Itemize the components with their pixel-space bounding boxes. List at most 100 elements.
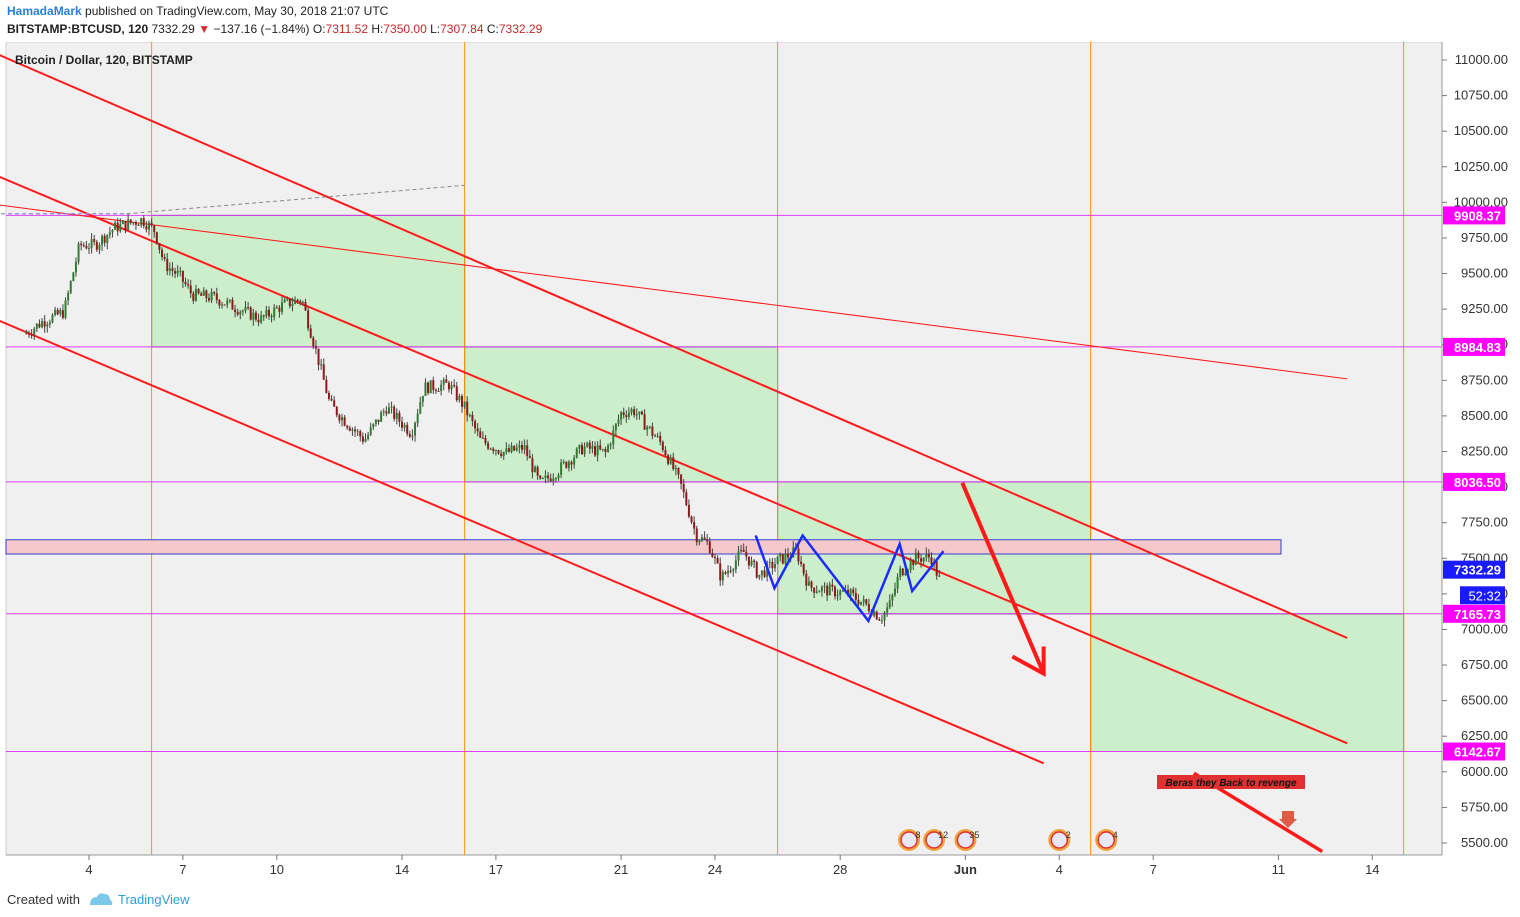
level-badge-bg (1443, 604, 1505, 623)
candle-body (810, 581, 813, 588)
candle-body (703, 537, 706, 540)
candle-body (33, 328, 36, 335)
candle-body (330, 398, 333, 401)
candle-body (359, 431, 362, 437)
vertical-markers (151, 42, 1405, 855)
candle-body (580, 444, 583, 455)
candle-body (721, 572, 724, 581)
time-axis[interactable] (6, 855, 1442, 884)
y-tick-label: 6250.00 (1461, 728, 1508, 743)
candle-body (41, 321, 44, 328)
candle-body (646, 427, 649, 430)
price-axis[interactable] (1442, 42, 1520, 855)
candle-body (327, 393, 330, 399)
candle-body (440, 384, 443, 391)
candle-body (434, 389, 437, 391)
candle-body (476, 428, 479, 432)
price-chart[interactable]: 11000.00 10750.00 10500.00 10250.00 10000.00… (0, 42, 1520, 884)
candle-body (176, 271, 179, 274)
high-label: H: (371, 22, 384, 36)
candle-body (317, 348, 320, 365)
candle-body (518, 444, 521, 448)
candle-body (247, 307, 250, 309)
candle-body (132, 222, 135, 224)
y-tick-label: 10000.00 (1454, 194, 1508, 209)
candle-body (127, 219, 130, 230)
candle-body (787, 553, 790, 558)
candle-body (294, 299, 297, 304)
candle-body (361, 436, 364, 442)
chart-header: HamadaMark published on TradingView.com,… (0, 0, 1520, 42)
candle-body (883, 612, 886, 621)
candle-body (61, 310, 64, 318)
candle-body (140, 218, 143, 226)
close-label: C: (486, 22, 499, 36)
channel-upper-line (0, 54, 1348, 639)
candle-body (539, 475, 542, 479)
x-tick-label: 17 (489, 862, 503, 877)
candle-body (700, 537, 703, 541)
candle-body (575, 448, 578, 458)
candle-body (677, 468, 680, 475)
event-badge-count: 8 (916, 830, 921, 840)
candle-body (648, 426, 651, 428)
candle-body (210, 292, 213, 301)
candle-body (669, 457, 672, 464)
candle-body (886, 607, 889, 613)
candle-body (88, 248, 90, 250)
candle-body (849, 589, 852, 596)
x-tick-label: Jun (954, 862, 977, 877)
candle-body (158, 243, 161, 250)
candle-body (111, 229, 114, 233)
candle-body (460, 395, 463, 407)
candle-body (557, 474, 560, 479)
candle-body (103, 235, 106, 243)
y-tick-label: 8500.00 (1461, 408, 1508, 423)
candle-body (779, 554, 782, 557)
candle-body (64, 300, 67, 318)
candle-body (912, 560, 915, 565)
candle-body (865, 599, 868, 605)
candle-body (51, 315, 54, 323)
y-tick-label: 7000.00 (1461, 621, 1508, 636)
candle-body (888, 600, 891, 608)
y-tick-label: 9500.00 (1461, 266, 1508, 281)
author-link[interactable]: HamadaMark (7, 4, 82, 18)
candle-body (534, 466, 537, 473)
y-tick-label: 10500.00 (1454, 123, 1508, 138)
y-tick-label: 5500.00 (1461, 835, 1508, 850)
tradingview-link[interactable]: TradingView (118, 892, 190, 907)
candle-body (309, 328, 312, 338)
candle-body (387, 407, 390, 414)
candle-body (429, 380, 432, 394)
x-tick-label: 4 (85, 862, 92, 877)
candle-body (299, 300, 302, 303)
candle-body (179, 270, 182, 272)
candle-body (828, 584, 831, 596)
y-tick-label: 11000.00 (1455, 52, 1508, 67)
candle-body (687, 504, 690, 517)
candle-body (137, 224, 140, 226)
candle-body (654, 435, 657, 437)
candle-body (38, 323, 41, 328)
candle-body (312, 337, 315, 347)
candle-body (453, 385, 456, 387)
candle-body (106, 234, 109, 243)
down-arrow (960, 482, 1046, 677)
candle-body (656, 435, 659, 437)
long-trend-line (0, 204, 1348, 380)
y-tick-label: 6500.00 (1461, 693, 1508, 708)
candle-body (854, 592, 857, 600)
y-tick-label: 7750.00 (1461, 515, 1508, 530)
candle-body (406, 424, 409, 434)
candle-body (781, 554, 784, 564)
candle-body (432, 380, 435, 390)
x-tick-label: 21 (614, 862, 628, 877)
candle-body (489, 448, 492, 450)
candle-body (458, 395, 461, 401)
x-tick-label: 28 (833, 862, 847, 877)
candle-body (536, 466, 539, 476)
candle-body (455, 386, 458, 401)
candle-body (627, 412, 630, 418)
candle-body (716, 558, 719, 564)
